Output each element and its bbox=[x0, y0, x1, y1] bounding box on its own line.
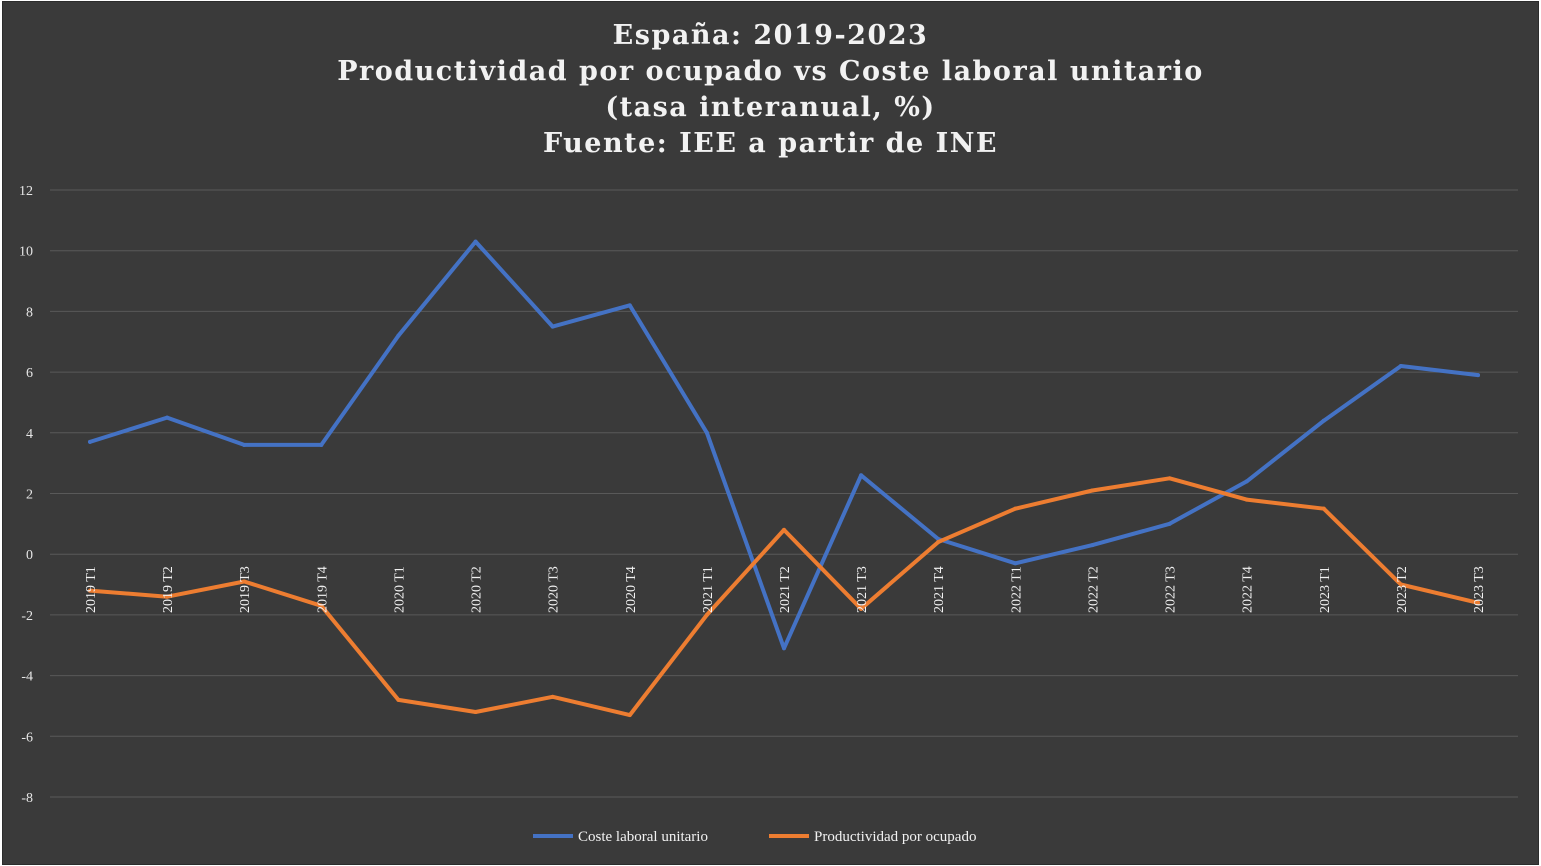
chart-title: España: 2019-2023 Productividad por ocup… bbox=[3, 18, 1538, 162]
y-tick-label: -6 bbox=[21, 730, 33, 745]
data-point bbox=[319, 442, 324, 447]
data-point bbox=[1321, 506, 1326, 511]
data-point bbox=[1167, 521, 1172, 526]
data-point bbox=[859, 473, 864, 478]
data-point bbox=[859, 606, 864, 611]
data-point bbox=[1167, 476, 1172, 481]
x-tick-label: 2021 T3 bbox=[855, 566, 870, 613]
y-tick-label: -2 bbox=[21, 609, 33, 624]
legend-label: Productividad por ocupado bbox=[814, 829, 976, 845]
data-point bbox=[242, 442, 247, 447]
y-tick-label: 10 bbox=[19, 245, 33, 260]
x-tick-label: 2020 T2 bbox=[470, 566, 485, 613]
x-tick-label: 2023 T2 bbox=[1395, 566, 1410, 613]
data-point bbox=[396, 697, 401, 702]
data-point bbox=[550, 694, 555, 699]
x-tick-label: 2019 T3 bbox=[238, 566, 253, 613]
legend: Coste laboral unitario Productividad por … bbox=[533, 829, 976, 845]
data-point bbox=[627, 303, 632, 308]
data-point bbox=[1398, 582, 1403, 587]
data-point bbox=[473, 710, 478, 715]
data-point bbox=[165, 415, 170, 420]
legend-label: Coste laboral unitario bbox=[578, 829, 708, 845]
chart-title-line-3: (tasa interanual, %) bbox=[605, 92, 936, 123]
data-point bbox=[1244, 497, 1249, 502]
x-tick-label: 2019 T1 bbox=[84, 566, 99, 613]
x-tick-label: 2023 T1 bbox=[1318, 566, 1333, 613]
y-tick-label: 12 bbox=[19, 184, 33, 199]
data-point bbox=[88, 439, 92, 444]
data-point bbox=[1013, 506, 1018, 511]
data-point bbox=[1321, 418, 1326, 423]
data-point bbox=[627, 713, 632, 718]
data-point bbox=[782, 527, 786, 532]
x-tick-label: 2022 T1 bbox=[1009, 566, 1024, 613]
x-tick-label: 2022 T4 bbox=[1241, 566, 1256, 613]
data-point bbox=[1090, 543, 1095, 548]
y-tick-label: 0 bbox=[26, 548, 33, 563]
data-point bbox=[1476, 373, 1480, 378]
y-axis-tick-labels: -8 -6 -4 -2 0 2 4 6 8 10 12 bbox=[19, 184, 33, 806]
x-tick-label: 2021 T2 bbox=[778, 566, 793, 613]
data-point bbox=[1013, 561, 1018, 566]
data-point bbox=[242, 579, 247, 584]
data-point bbox=[704, 430, 709, 435]
x-tick-label: 2023 T3 bbox=[1472, 566, 1487, 613]
gridlines bbox=[50, 189, 1518, 798]
data-point bbox=[396, 333, 401, 338]
y-tick-label: -8 bbox=[21, 791, 33, 806]
chart-title-line-2: Productividad por ocupado vs Coste labor… bbox=[337, 56, 1204, 87]
x-tick-label: 2020 T4 bbox=[624, 566, 639, 613]
y-tick-label: 6 bbox=[26, 366, 33, 381]
x-tick-label: 2020 T1 bbox=[392, 566, 407, 613]
data-point bbox=[88, 588, 92, 593]
data-point bbox=[1090, 488, 1095, 493]
series-lines bbox=[88, 239, 1480, 718]
data-point bbox=[550, 324, 555, 329]
data-point bbox=[165, 594, 170, 599]
data-point bbox=[704, 612, 709, 617]
data-point bbox=[319, 603, 324, 608]
y-tick-label: 2 bbox=[26, 488, 33, 503]
data-point bbox=[936, 540, 941, 545]
y-tick-label: 4 bbox=[26, 427, 33, 442]
data-point bbox=[1244, 479, 1249, 484]
y-tick-label: -4 bbox=[21, 670, 33, 685]
data-point bbox=[1398, 364, 1403, 369]
x-tick-label: 2022 T2 bbox=[1086, 566, 1101, 613]
x-tick-label: 2021 T1 bbox=[701, 566, 716, 613]
x-tick-label: 2021 T4 bbox=[932, 566, 947, 613]
y-tick-label: 8 bbox=[26, 305, 33, 320]
x-tick-label: 2019 T4 bbox=[315, 566, 330, 613]
data-point bbox=[782, 646, 786, 651]
data-point bbox=[1476, 600, 1480, 605]
x-tick-label: 2019 T2 bbox=[161, 566, 176, 613]
x-axis-tick-labels: 2019 T1 2019 T2 2019 T3 2019 T4 2020 T1 2020 … bbox=[84, 566, 1487, 613]
chart-title-line-1: España: 2019-2023 bbox=[612, 20, 929, 51]
data-point bbox=[473, 239, 478, 244]
x-tick-label: 2022 T3 bbox=[1164, 566, 1179, 613]
x-tick-label: 2020 T3 bbox=[547, 566, 562, 613]
chart-title-line-4: Fuente: IEE a partir de INE bbox=[542, 128, 999, 159]
